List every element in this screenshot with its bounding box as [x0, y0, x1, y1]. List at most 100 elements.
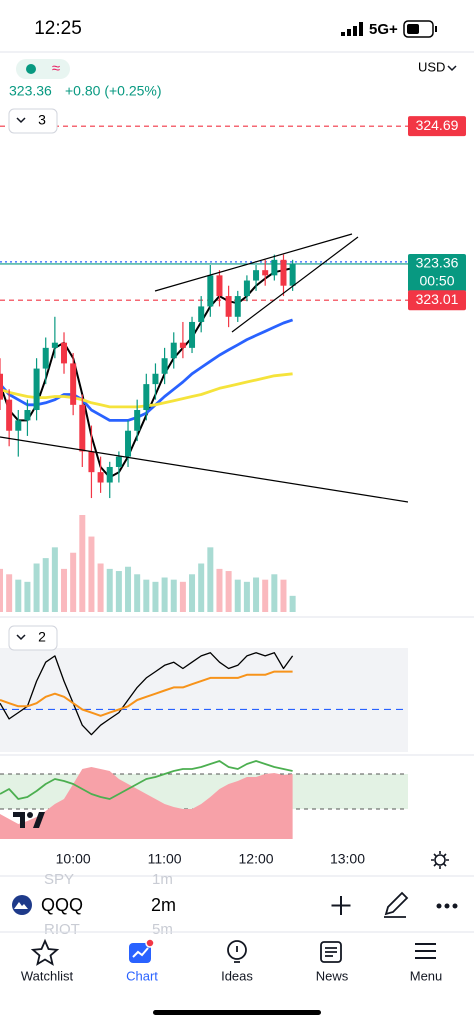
volume-bar — [15, 579, 22, 612]
candle-body — [125, 430, 132, 457]
volume-bar — [234, 579, 241, 612]
x-tick-label: 13:00 — [330, 851, 365, 867]
tv-logo — [13, 812, 45, 828]
pane-band — [0, 648, 408, 752]
news-icon — [320, 941, 342, 963]
candle-body — [24, 410, 31, 421]
candle-body — [33, 368, 40, 411]
network: 5G+ — [369, 21, 398, 38]
indicator-line — [0, 652, 294, 736]
volume-bar — [179, 581, 186, 612]
signal-icon — [341, 22, 363, 36]
ghost-interval: 1m — [152, 871, 173, 888]
menu-icon — [415, 943, 436, 959]
price-change: +0.80 (+0.25%) — [65, 83, 162, 99]
volume-bar — [70, 552, 77, 612]
ideas-icon — [227, 940, 247, 963]
volume-bar — [51, 547, 58, 612]
candle-body — [143, 384, 150, 411]
volume-bar — [33, 563, 40, 612]
draw-button[interactable] — [384, 891, 409, 918]
x-tick-label: 10:00 — [56, 851, 91, 867]
candle-body — [79, 404, 86, 452]
volume-bar — [125, 566, 132, 612]
tab-label[interactable]: Ideas — [221, 968, 253, 983]
candle-body — [170, 342, 177, 359]
price-tag — [408, 253, 466, 292]
tab-label[interactable]: Menu — [410, 968, 443, 983]
candle-body — [234, 296, 241, 317]
volume-bar — [207, 547, 214, 612]
symbol[interactable]: QQQ — [41, 895, 83, 915]
legend-pill[interactable]: ≈ — [16, 59, 70, 79]
moving-average — [0, 267, 293, 479]
price-tag — [408, 116, 466, 137]
volume-bar — [271, 574, 278, 612]
volume-bar — [161, 577, 168, 612]
volume-bar — [189, 574, 196, 612]
currency[interactable]: USD — [418, 59, 445, 74]
candle-body — [243, 280, 250, 297]
candle-body — [0, 373, 3, 400]
home-indicator — [153, 1010, 321, 1015]
volume-bar — [152, 581, 159, 612]
candle-body — [262, 270, 269, 276]
volume-bar — [115, 571, 122, 612]
volume-bar — [42, 558, 49, 612]
x-tick-label: 11:00 — [148, 851, 182, 867]
volume-bar — [143, 579, 150, 612]
volume-bar — [289, 595, 296, 612]
volume-bar — [0, 568, 3, 612]
candle-body — [70, 363, 77, 405]
volume-bar — [79, 515, 86, 612]
candle-body — [280, 259, 287, 286]
watchlist-icon — [30, 938, 60, 966]
volume-bar — [88, 536, 95, 612]
candle-body — [225, 296, 232, 317]
indicator-toggle[interactable]: 2 — [8, 625, 58, 651]
chart-icon — [129, 938, 155, 963]
candle-body — [179, 342, 186, 348]
interval[interactable]: 2m — [151, 895, 176, 915]
price-tag-label: 323.36 — [416, 255, 459, 271]
candle-body — [88, 451, 95, 473]
candle-body — [115, 456, 122, 467]
ghost-symbol: SPY — [44, 871, 74, 888]
candle-body — [289, 263, 296, 286]
volume-bar — [262, 579, 269, 612]
symbol-icon — [12, 895, 32, 915]
settings-icon[interactable] — [431, 851, 449, 869]
indicator-count: 2 — [38, 629, 46, 645]
toolbar-bg — [0, 888, 474, 924]
volume-bar — [280, 579, 287, 612]
price-tag — [408, 290, 466, 311]
tab-label[interactable]: News — [316, 968, 349, 983]
candle-body — [161, 358, 168, 374]
candle-body — [152, 373, 159, 385]
x-tick-label: 12:00 — [239, 851, 274, 867]
currency-chevron — [447, 65, 457, 72]
ghost-symbol: RIOT — [44, 921, 80, 938]
clock: 12:25 — [34, 18, 82, 39]
candle-body — [271, 259, 278, 276]
indicator-line — [0, 670, 293, 717]
tab-label[interactable]: Watchlist — [21, 968, 74, 983]
volume-bar — [97, 563, 104, 612]
candle-body — [42, 347, 49, 369]
battery-icon — [403, 20, 437, 38]
countdown: 00:50 — [419, 273, 454, 289]
volume-bar — [61, 568, 68, 612]
tab-label[interactable]: Chart — [126, 968, 158, 983]
indicator-line — [0, 760, 293, 800]
volume-bar — [216, 568, 223, 612]
more-button[interactable] — [436, 903, 458, 909]
candle-body — [189, 321, 196, 348]
price-axis-bg — [408, 55, 474, 870]
add-button[interactable] — [331, 896, 351, 915]
indicator-toggle[interactable]: 3 — [8, 108, 58, 134]
volume-bar — [106, 568, 113, 612]
candle-body — [253, 270, 260, 281]
candle-body — [198, 306, 205, 322]
